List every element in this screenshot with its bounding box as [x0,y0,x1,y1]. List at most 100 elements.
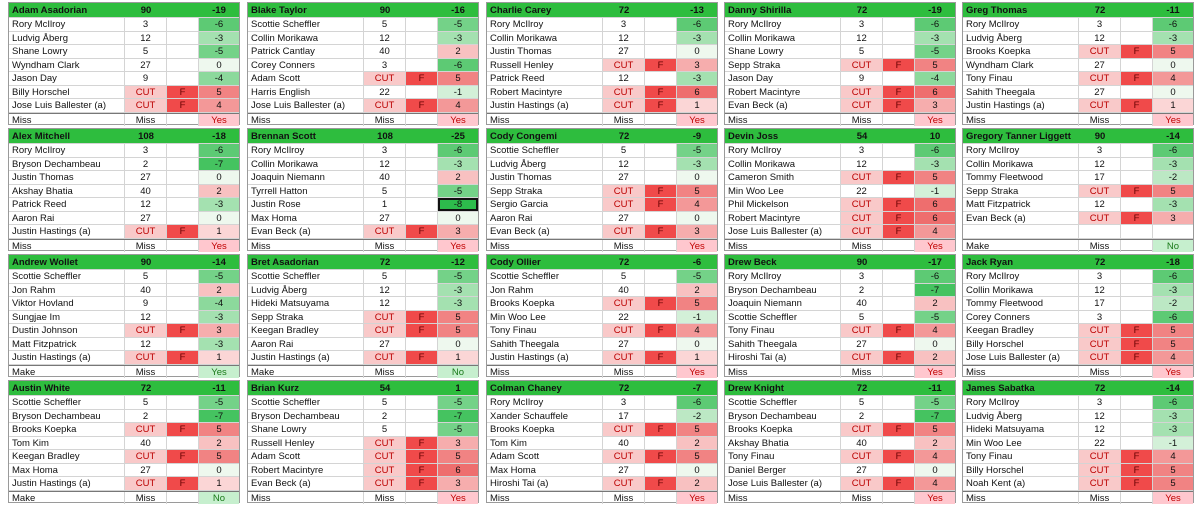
player-name: Harris English [248,85,364,98]
player-row: Ludvig Åberg 12 -3 [963,409,1193,423]
player-row: Russell Henley CUT F 3 [248,436,478,450]
cut-prediction: Make [9,491,125,504]
card-header: Blake Taylor 90 -16 [248,3,478,18]
player-position: 3 [125,144,167,157]
card-footer: Miss Miss Yes [487,364,717,378]
spacer [645,255,677,269]
player-score: 1 [199,351,239,364]
player-score: 5 [199,423,239,436]
player-score: -7 [199,157,239,170]
player-row: Robert Macintyre CUT F 6 [487,85,717,99]
player-score: -6 [1153,396,1193,409]
player-name: Joaquin Niemann [725,297,841,310]
cut-flag [406,337,438,350]
spacer [883,381,915,395]
player-score: 0 [915,463,955,476]
player-score: 2 [199,436,239,449]
card-header: Jack Ryan 72 -18 [963,255,1193,270]
player-position: 3 [1079,396,1121,409]
spacer [645,239,677,252]
player-name: Tony Finau [963,450,1079,463]
player-row: Scottie Scheffler 5 -5 [487,270,717,284]
player-row: Ludvig Åberg 12 -3 [248,283,478,297]
player-row: Rory McIlroy 3 -6 [963,18,1193,32]
player-name: Hiroshi Tai (a) [487,477,603,490]
prediction-outcome: No [1153,239,1193,252]
player-position: 40 [125,283,167,296]
player-row: Tommy Fleetwood 17 -2 [963,171,1193,185]
player-row: Patrick Cantlay 40 2 [248,45,478,59]
player-position: CUT [841,99,883,112]
player-row: Max Homa 27 0 [487,463,717,477]
spacer [883,255,915,269]
player-name: Justin Thomas [9,171,125,184]
player-position: 5 [841,396,883,409]
player-position: CUT [841,171,883,184]
player-name: Brooks Koepka [725,423,841,436]
player-row: Ludvig Åberg 12 -3 [9,31,239,45]
player-row: Keegan Bradley CUT F 5 [963,324,1193,338]
player-score: 5 [199,85,239,98]
player-score: 4 [915,477,955,490]
cut-prediction: Miss [963,365,1079,378]
player-row: Wyndham Clark 27 0 [9,58,239,72]
player-name: Sahith Theegala [725,337,841,350]
player-row: Jose Luis Ballester (a) CUT F 4 [248,99,478,113]
cut-flag: F [645,324,677,337]
player-position: 5 [603,144,645,157]
player-position: 1 [364,198,406,211]
player-name: Scottie Scheffler [9,396,125,409]
player-score: -3 [438,283,478,296]
player-name: Justin Hastings (a) [9,351,125,364]
player-name: Robert Macintyre [487,85,603,98]
team-card: Drew Knight 72 -11 Scottie Scheffler 5 -5 Brys… [724,380,956,504]
player-name: Evan Beck (a) [487,225,603,238]
cut-flag: F [167,477,199,490]
player-score: 0 [915,337,955,350]
player-score: -3 [1153,198,1193,211]
player-name: Collin Morikawa [725,31,841,44]
cut-prediction: Miss [963,491,1079,504]
player-row: Justin Thomas 27 0 [487,171,717,185]
player-position: 5 [364,423,406,436]
player-name: Min Woo Lee [963,436,1079,449]
cut-prediction: Miss [9,113,125,126]
player-row: Phil Mickelson CUT F 6 [725,198,955,212]
card-header: Danny Shirilla 72 -19 [725,3,955,18]
player-row: Justin Hastings (a) CUT F 1 [963,99,1193,113]
player-position: 17 [1079,297,1121,310]
player-name: Jason Day [725,72,841,85]
player-position: 5 [364,18,406,31]
cut-flag [167,58,199,71]
team-name: Devin Joss [728,131,779,142]
team-total: -19 [212,5,226,16]
cut-flag: F [1121,99,1153,112]
player-position: 27 [603,45,645,58]
player-position: 9 [125,297,167,310]
card-footer: Miss Miss Yes [725,490,955,504]
cut-flag: F [1121,337,1153,350]
team-name: Jack Ryan [966,257,1014,268]
cut-flag: F [406,436,438,449]
cut-flag [167,283,199,296]
cut-flag: F [645,198,677,211]
cut-flag: F [883,85,915,98]
team-points: 72 [1094,5,1106,16]
player-position: CUT [603,225,645,238]
player-name: Dustin Johnson [9,324,125,337]
card-footer: Miss Miss Yes [725,238,955,252]
spacer [1121,129,1153,143]
player-name: Matt Fitzpatrick [9,337,125,350]
spacer [1121,381,1153,395]
player-position: 27 [603,171,645,184]
player-position: 3 [841,270,883,283]
player-name: Justin Hastings (a) [487,99,603,112]
player-score: -8 [438,198,478,211]
player-name: Ludvig Åberg [248,283,364,296]
player-position: CUT [1079,337,1121,350]
player-name: Collin Morikawa [248,157,364,170]
player-score: -6 [915,270,955,283]
player-score: 2 [199,184,239,197]
player-row: Min Woo Lee 22 -1 [725,184,955,198]
player-score: 0 [677,211,717,224]
